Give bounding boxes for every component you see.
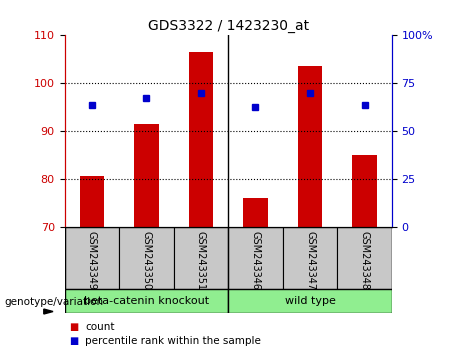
- Bar: [228, 289, 392, 313]
- Bar: [189, 52, 213, 227]
- Text: genotype/variation: genotype/variation: [5, 297, 104, 307]
- Bar: [119, 227, 174, 289]
- Text: GSM243346: GSM243346: [250, 231, 260, 290]
- Text: GSM243347: GSM243347: [305, 231, 315, 290]
- Polygon shape: [44, 309, 53, 314]
- Text: GSM243349: GSM243349: [87, 231, 97, 290]
- Bar: [80, 176, 104, 227]
- Title: GDS3322 / 1423230_at: GDS3322 / 1423230_at: [148, 19, 309, 33]
- Bar: [65, 227, 119, 289]
- Text: GSM243351: GSM243351: [196, 231, 206, 290]
- Text: ■: ■: [69, 336, 78, 346]
- Bar: [337, 227, 392, 289]
- Bar: [228, 227, 283, 289]
- Text: beta-catenin knockout: beta-catenin knockout: [84, 296, 209, 306]
- Bar: [283, 227, 337, 289]
- Text: percentile rank within the sample: percentile rank within the sample: [85, 336, 261, 346]
- Text: GSM243350: GSM243350: [142, 231, 151, 290]
- Bar: [352, 155, 377, 227]
- Text: count: count: [85, 322, 115, 332]
- Text: GSM243348: GSM243348: [360, 231, 370, 290]
- Bar: [174, 227, 228, 289]
- Bar: [298, 67, 322, 227]
- Text: wild type: wild type: [284, 296, 336, 306]
- Text: ■: ■: [69, 322, 78, 332]
- Bar: [243, 198, 268, 227]
- Bar: [134, 124, 159, 227]
- Bar: [65, 289, 228, 313]
